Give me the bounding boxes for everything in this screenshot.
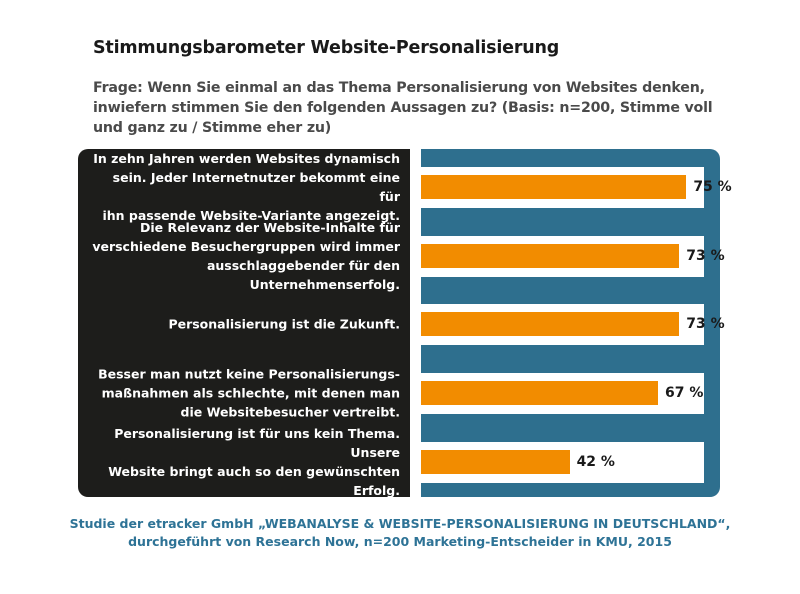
- category-label-line: Website bringt auch so den gewünschten E…: [108, 464, 400, 498]
- category-label-line: verschiedene Besuchergruppen wird immer: [92, 239, 400, 254]
- chart-title: Stimmungsbarometer Website-Personalisier…: [93, 38, 560, 58]
- category-label-line: In zehn Jahren werden Websites dynamisch: [93, 151, 400, 166]
- bar: [421, 450, 570, 474]
- category-label-line: maßnahmen als schlechte, mit denen man: [101, 385, 400, 401]
- bar: [421, 381, 658, 405]
- data-label: 73 %: [686, 248, 725, 264]
- category-label-line: ihn passende Website-Variante angezeigt.: [102, 208, 400, 223]
- category-label: Personalisierung ist die Zukunft.: [90, 315, 400, 334]
- category-label-line: sein. Jeder Internetnutzer bekommt eine …: [112, 170, 400, 204]
- category-label-panel: [78, 149, 410, 497]
- category-label-line: Personalisierung ist für uns kein Thema.…: [114, 426, 400, 460]
- category-label-line: ausschlaggebender für den Unternehmenser…: [206, 258, 400, 292]
- data-label: 67 %: [665, 385, 704, 401]
- category-label-line: Die Relevanz der Website-Inhalte für: [139, 220, 400, 235]
- data-label: 42 %: [576, 454, 615, 470]
- category-label: Die Relevanz der Website-Inhalte für vers…: [90, 218, 400, 294]
- category-label: Besser man nutzt keine Personalisierungs…: [90, 365, 400, 422]
- category-label: In zehn Jahren werden Websites dynamisch…: [90, 149, 400, 225]
- source-line-2: durchgeführt von Research Now, n=200 Mar…: [128, 534, 672, 549]
- bar: [421, 312, 680, 336]
- survey-question: Frage: Wenn Sie einmal an das Thema Pers…: [93, 80, 713, 136]
- bar: [421, 175, 687, 199]
- data-label: 73 %: [686, 316, 725, 332]
- category-label-line: Personalisierung ist die Zukunft.: [168, 316, 400, 332]
- source-line-1: Studie der etracker GmbH „WEBANALYSE & W…: [69, 516, 731, 531]
- bar: [421, 244, 680, 268]
- category-label-line: die Websitebesucher vertreibt.: [180, 404, 400, 420]
- category-label-line: Besser man nutzt keine Personalisierungs…: [98, 366, 400, 382]
- category-label: Personalisierung ist für uns kein Thema.…: [90, 424, 400, 500]
- source-note: Studie der etracker GmbH „WEBANALYSE & W…: [0, 515, 800, 551]
- data-label: 75 %: [693, 179, 732, 195]
